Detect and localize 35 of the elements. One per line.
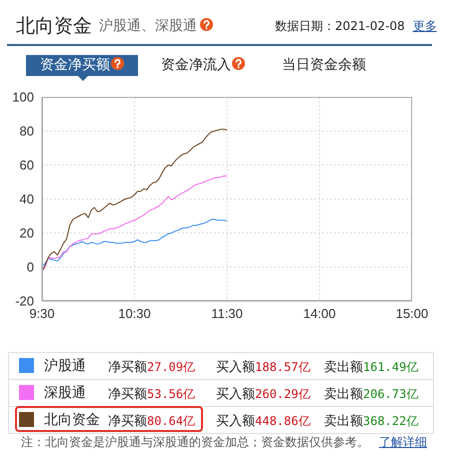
text: 卖出额368.22亿 [324, 414, 418, 429]
legend-label: 深股通 [44, 385, 86, 401]
chart-subtitle: 沪股通、深股通 [99, 18, 197, 34]
legend-label: 北向资金 [44, 412, 100, 428]
y-tick-label: 20 [20, 226, 34, 241]
x-tick-label: 11:30 [211, 306, 243, 322]
chart-title: 北向资金 [16, 15, 92, 37]
line-series [42, 175, 228, 272]
text: 买入额188.57亿 [216, 360, 310, 375]
legend-label: 沪股通 [44, 358, 86, 374]
text: 卖出额161.49亿 [324, 360, 418, 375]
y-tick-label: -20 [15, 294, 34, 309]
text: 数据日期：2021-02-08 [275, 19, 405, 33]
text: 净买额27.09亿 [108, 360, 196, 375]
x-tick-label: 15:00 [396, 306, 428, 322]
y-tick-label: 0 [26, 260, 34, 275]
x-tick-label: 10:30 [118, 306, 151, 322]
text: 注：北向资金是沪股通与深股通的资金加总；资金数据仅供参考。 [21, 435, 369, 449]
text: 当日资金余额 [282, 57, 366, 73]
text: 净买额53.56亿 [108, 387, 196, 402]
y-tick-label: 40 [20, 192, 34, 207]
line-series [42, 218, 228, 267]
text: 更多 [412, 19, 437, 33]
text: 买入额448.86亿 [216, 414, 310, 429]
line-series [42, 128, 228, 272]
y-tick-label: 60 [20, 158, 34, 173]
y-tick-label: 80 [20, 124, 34, 139]
text: 了解详细 [379, 435, 427, 449]
x-tick-label: 9:30 [29, 306, 55, 322]
text: 卖出额206.73亿 [324, 387, 418, 402]
text: 买入额260.29亿 [216, 387, 310, 402]
x-tick-label: 14:00 [303, 306, 336, 322]
y-tick-label: 100 [12, 90, 34, 105]
text: 净买额80.64亿 [108, 414, 196, 429]
text: 资金净流入 [161, 57, 231, 73]
